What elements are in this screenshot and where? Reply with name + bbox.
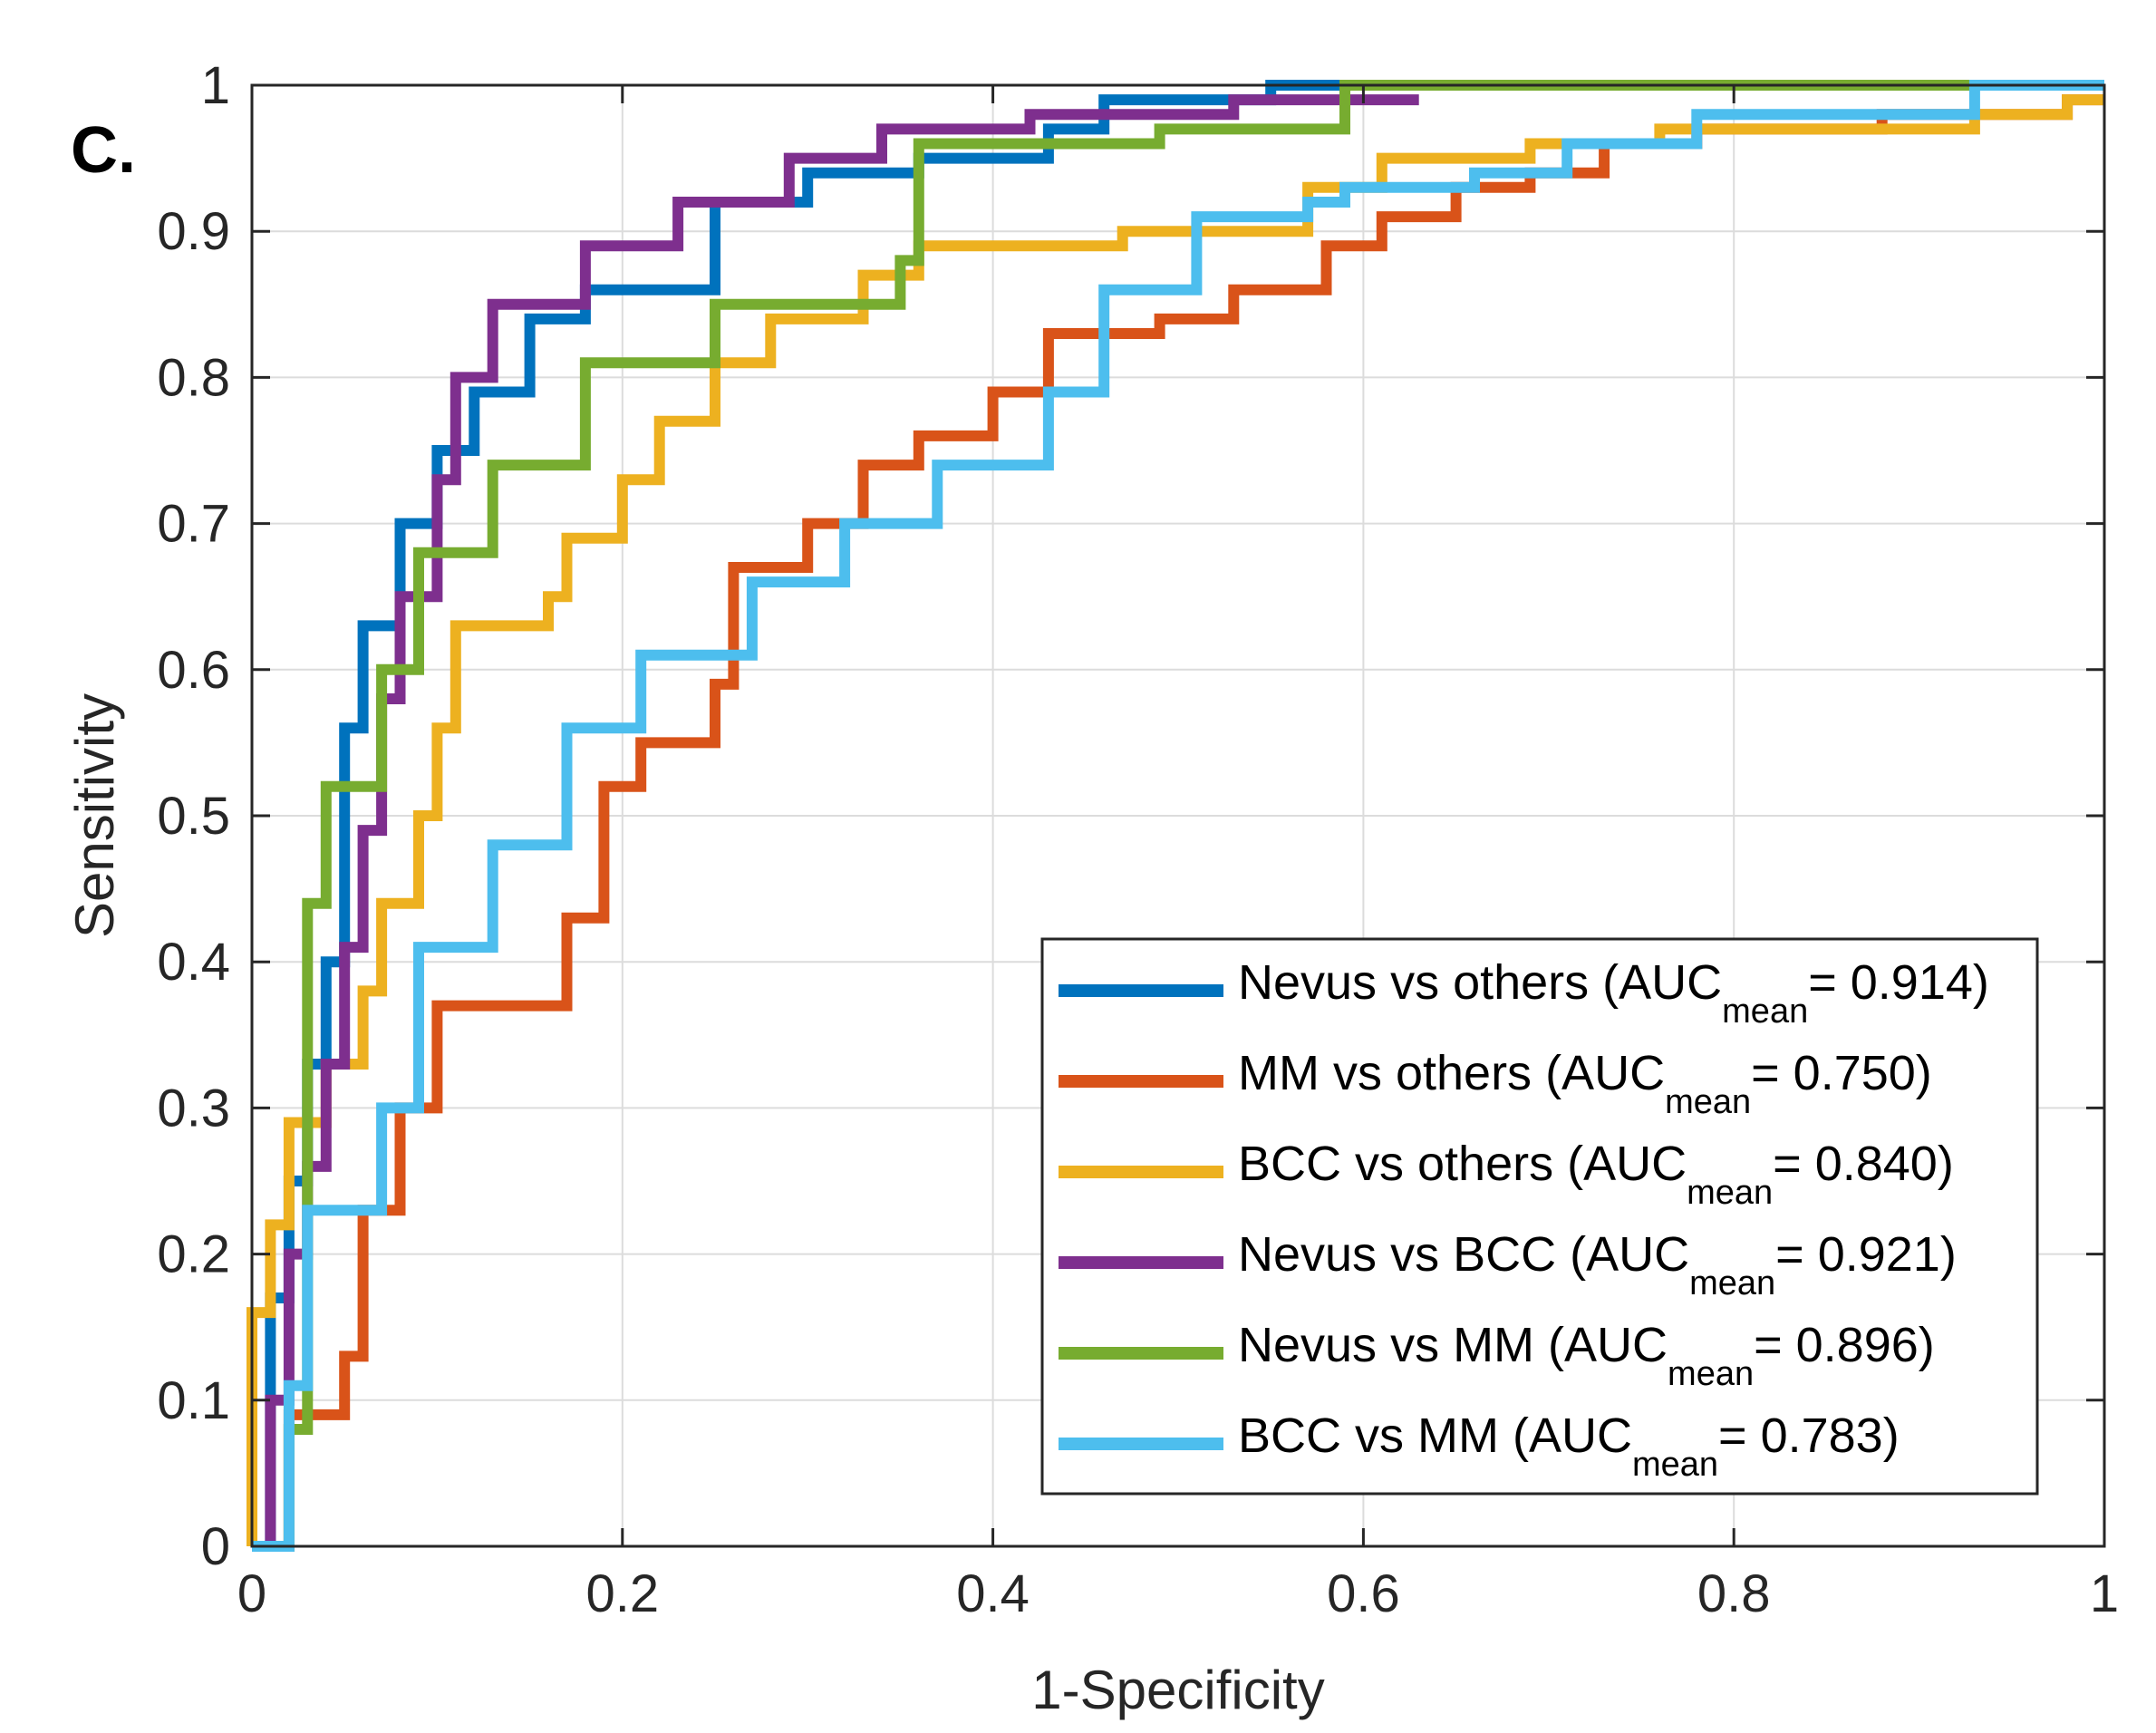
legend-auc-value: = 0.750) (1751, 1046, 1932, 1100)
series-lines (247, 80, 2104, 1552)
legend-entry: Nevus vs BCC (AUCmean= 0.921) (1059, 1227, 1957, 1302)
y-tick-label: 0.6 (157, 641, 230, 700)
legend-auc-value: = 0.914) (1808, 955, 1989, 1010)
legend-auc-value: = 0.896) (1754, 1318, 1935, 1372)
legend-box (1040, 937, 2039, 1496)
series-line-5 (252, 80, 2104, 1552)
y-tick-label: 0.3 (157, 1079, 230, 1138)
legend-entry: Nevus vs MM (AUCmean= 0.896) (1059, 1318, 1935, 1393)
y-tick-label: 0.8 (157, 348, 230, 407)
legend-series-name: Nevus vs others (1238, 955, 1589, 1010)
series-line-4 (252, 80, 1975, 1552)
legend-series-name: Nevus vs BCC (1238, 1227, 1556, 1282)
ticks: 0 0.2 0.4 0.6 0.8 1 0 0.1 0.2 0.3 0.4 0.5 0.6 0.7 0.8 0… (157, 56, 2119, 1623)
legend-entry: BCC vs MM (AUCmean= 0.783) (1059, 1409, 1900, 1484)
y-tick-label: 0.2 (157, 1225, 230, 1284)
legend-auc-subscript: mean (1632, 1446, 1718, 1484)
panel-label: C. (71, 114, 136, 187)
legend-auc-value: = 0.840) (1773, 1137, 1954, 1191)
x-tick-label: 1 (2090, 1564, 2119, 1623)
y-tick-label: 0.1 (157, 1371, 230, 1430)
legend-auc-label: (AUC (1532, 1046, 1665, 1100)
x-axis-label: 1-Specificity (1031, 1660, 1324, 1720)
legend-auc-subscript: mean (1665, 1083, 1751, 1121)
x-tick-label: 0.2 (585, 1564, 659, 1623)
x-tick-label: 0.4 (956, 1564, 1030, 1623)
legend-auc-label: (AUC (1499, 1409, 1632, 1463)
y-tick-label: 0.4 (157, 933, 230, 992)
legend-label: MM vs others (AUCmean= 0.750) (1238, 1046, 1932, 1121)
legend: Nevus vs others (AUCmean= 0.914)MM vs ot… (1040, 937, 2039, 1496)
legend-auc-value: = 0.921) (1775, 1227, 1957, 1282)
legend-auc-label: (AUC (1589, 955, 1722, 1010)
y-tick-label: 0.7 (157, 495, 230, 554)
legend-series-name: Nevus vs MM (1238, 1318, 1534, 1372)
y-tick-label: 0.9 (157, 202, 230, 261)
legend-label: Nevus vs MM (AUCmean= 0.896) (1238, 1318, 1935, 1393)
legend-label: BCC vs MM (AUCmean= 0.783) (1238, 1409, 1900, 1484)
x-tick-label: 0 (237, 1564, 266, 1623)
legend-auc-label: (AUC (1553, 1137, 1687, 1191)
legend-auc-subscript: mean (1689, 1264, 1775, 1302)
legend-auc-subscript: mean (1668, 1355, 1754, 1393)
legend-entry: MM vs others (AUCmean= 0.750) (1059, 1046, 1932, 1121)
legend-label: BCC vs others (AUCmean= 0.840) (1238, 1137, 1954, 1212)
legend-auc-label: (AUC (1534, 1318, 1668, 1372)
x-tick-label: 0.6 (1327, 1564, 1400, 1623)
legend-auc-label: (AUC (1556, 1227, 1689, 1282)
legend-series-name: BCC vs others (1238, 1137, 1553, 1191)
y-tick-label: 0.5 (157, 787, 230, 846)
x-tick-label: 0.8 (1697, 1564, 1771, 1623)
y-tick-label: 1 (201, 56, 230, 115)
series-line-2 (247, 94, 2104, 1546)
legend-label: Nevus vs BCC (AUCmean= 0.921) (1238, 1227, 1957, 1302)
legend-label: Nevus vs others (AUCmean= 0.914) (1238, 955, 1989, 1031)
legend-auc-value: = 0.783) (1718, 1409, 1900, 1463)
legend-auc-subscript: mean (1687, 1174, 1773, 1212)
y-axis-label: Sensitivity (64, 693, 125, 938)
legend-series-name: BCC vs MM (1238, 1409, 1499, 1463)
legend-auc-subscript: mean (1722, 992, 1808, 1031)
grid (252, 85, 2104, 1546)
legend-series-name: MM vs others (1238, 1046, 1532, 1100)
y-tick-label: 0 (201, 1517, 230, 1576)
legend-entry: Nevus vs others (AUCmean= 0.914) (1059, 955, 1989, 1031)
legend-entry: BCC vs others (AUCmean= 0.840) (1059, 1137, 1954, 1212)
